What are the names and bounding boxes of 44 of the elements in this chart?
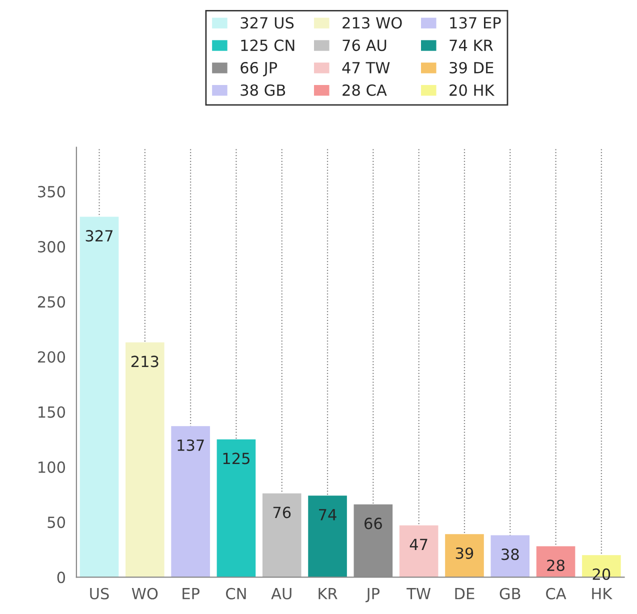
y-tick-label: 150 [38,406,66,418]
data-label: 327 [86,230,113,242]
legend-label: 28 CA [342,84,387,96]
y-tick-label: 100 [38,461,66,473]
legend-label: 327 US [240,17,294,29]
data-label: 47 [410,538,428,550]
y-tick-label: 50 [48,516,66,528]
legend-label: 213 WO [342,17,402,29]
x-tick-label: US [90,588,109,600]
data-label: 137 [178,439,204,451]
legend-label: 47 TW [342,62,390,74]
y-tick-label: 350 [38,186,66,198]
data-label: 28 [547,560,564,572]
legend-label: 74 KR [450,40,493,51]
x-tick-label: WO [132,588,158,600]
x-tick-label: AU [271,588,292,600]
legend-label: 38 GB [240,84,286,96]
x-tick-label: CA [546,588,566,600]
legend-label: 66 JP [240,62,278,76]
data-label: 66 [364,518,382,530]
legend-label: 76 AU [342,40,386,52]
data-label: 38 [502,548,519,560]
x-tick-label: GB [500,588,520,600]
data-label: 39 [456,547,474,559]
y-tick-label: 0 [57,572,66,584]
x-tick-label: HK [592,588,613,600]
x-tick-label: KR [318,588,338,600]
x-tick-label: JP [366,588,380,602]
x-tick-label: DE [455,588,474,600]
data-label: 213 [131,356,158,368]
data-label: 74 [319,509,336,520]
x-tick-label: TW [406,588,431,600]
data-label: 125 [223,452,250,464]
x-tick-label: EP [182,588,200,600]
legend-label: 20 HK [450,84,495,96]
data-label: 76 [273,506,291,518]
legend-label: 39 DE [450,62,494,74]
legend-label: 137 EP [450,17,501,29]
legend-label: 125 CN [241,40,294,52]
y-tick-label: 200 [38,351,66,363]
y-tick-label: 300 [38,241,66,253]
y-tick-label: 250 [38,296,66,308]
data-label: 20 [592,568,610,580]
x-tick-label: CN [226,588,246,600]
